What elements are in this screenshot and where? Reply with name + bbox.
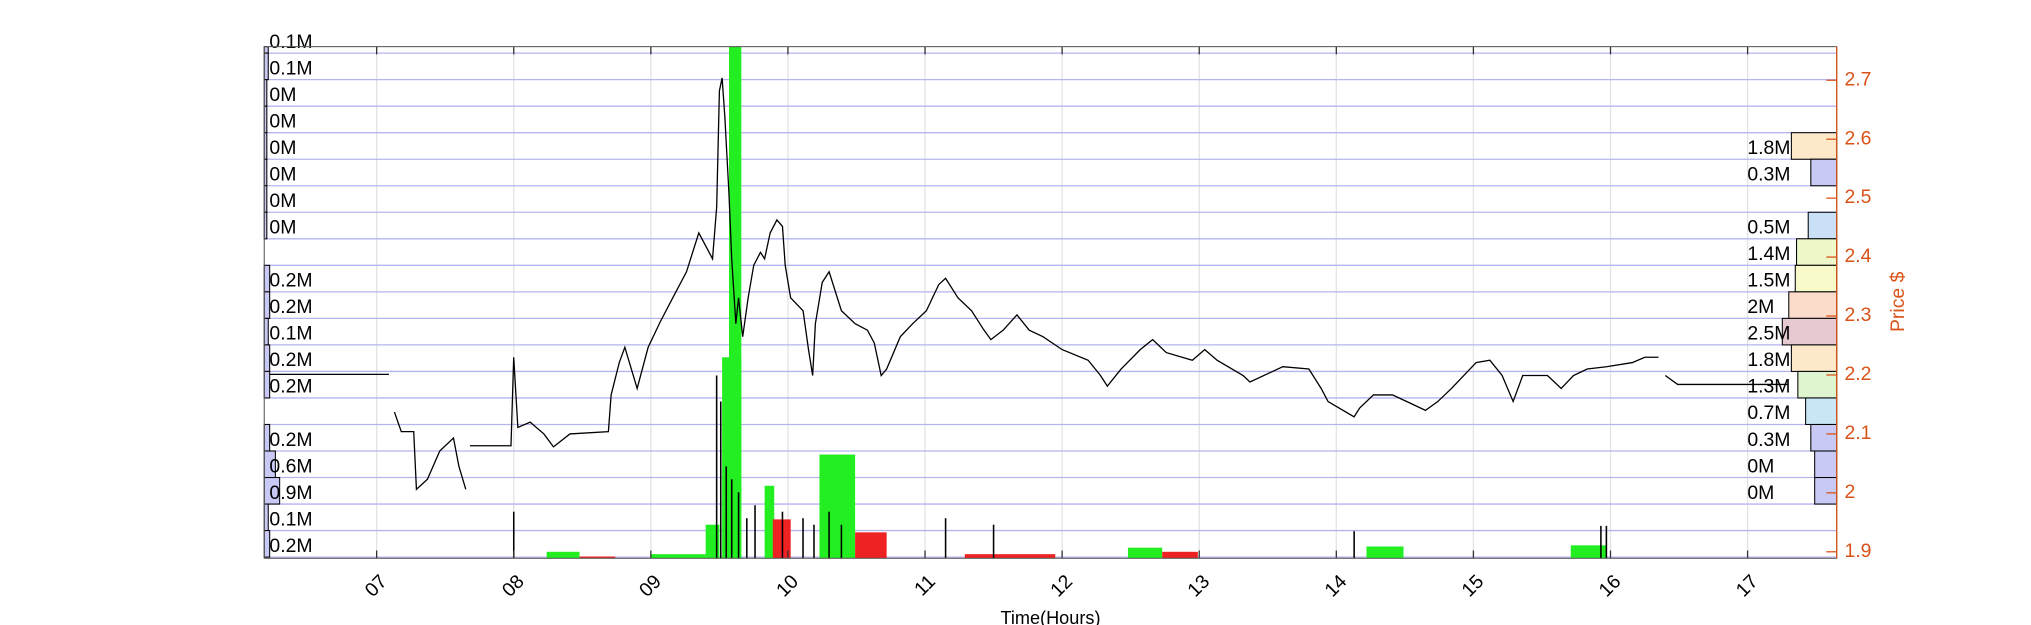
right-profile-bar — [1810, 158, 1838, 187]
y-tick-label: 2.5 — [1844, 186, 1871, 208]
right-profile-label: 0.7M — [1747, 402, 1790, 424]
right-profile-label: 1.4M — [1747, 243, 1790, 265]
left-profile-label: 0.2M — [269, 429, 312, 451]
volume-bar — [1162, 551, 1198, 559]
volume-bar — [964, 554, 1056, 559]
volume-bar — [764, 485, 775, 559]
left-profile-label: 0.1M — [269, 57, 312, 79]
y-tick-label: 2.7 — [1844, 68, 1871, 90]
left-profile-label: 0.6M — [269, 455, 312, 477]
left-profile-label: 0.2M — [269, 535, 312, 557]
y-tick-label: 1.9 — [1844, 540, 1871, 562]
right-profile-bar — [1796, 238, 1838, 266]
right-profile-label: 0M — [1747, 455, 1774, 477]
right-profile-bar — [1810, 423, 1838, 452]
grid — [264, 46, 1837, 559]
left-profile-bar — [263, 317, 269, 346]
right-profile-label: 0M — [1747, 482, 1774, 504]
left-profile-label: 0M — [269, 164, 296, 186]
left-profile-label: 0M — [269, 84, 296, 106]
volume-bar — [579, 556, 616, 559]
right-profile-bar — [1807, 211, 1838, 240]
volume-bar — [1366, 546, 1404, 559]
left-profile-label: 0.1M — [269, 31, 312, 53]
volume-bar — [1127, 547, 1163, 559]
right-profile-label: 0.3M — [1747, 429, 1790, 451]
left-profile-bar — [263, 46, 269, 54]
y-tick-label: 2.1 — [1844, 422, 1871, 444]
right-profile-bar — [1814, 477, 1838, 505]
volume-bar — [855, 532, 887, 559]
volume-bar — [819, 454, 856, 559]
right-profile-label: 1.8M — [1747, 137, 1790, 159]
left-profile-label: 0.9M — [269, 482, 312, 504]
volume-bar — [546, 551, 580, 559]
y-tick-label: 2.2 — [1844, 363, 1871, 385]
volume-bar — [728, 46, 742, 559]
left-profile-label: 0.1M — [269, 323, 312, 345]
right-profile-bar — [1781, 317, 1838, 346]
left-profile-label: 0.2M — [269, 349, 312, 371]
x-axis-label: Time(Hours) — [1000, 608, 1100, 625]
volume-bar — [650, 554, 706, 559]
y-tick-label: 2.6 — [1844, 127, 1871, 149]
left-profile-label: 0M — [269, 137, 296, 159]
left-profile-label: 0.1M — [269, 508, 312, 530]
right-profile-bar — [1814, 450, 1838, 479]
left-profile-label: 0M — [269, 110, 296, 132]
right-profile-bar — [1790, 132, 1838, 160]
volume-bar — [1570, 545, 1607, 559]
right-profile-bar — [1794, 264, 1838, 293]
y-axis-label: Price $ — [1887, 271, 1909, 332]
right-profile-bar — [1790, 344, 1838, 372]
volume — [512, 46, 1608, 559]
right-profile-bar — [1805, 397, 1838, 425]
right-profile-label: 0.3M — [1747, 164, 1790, 186]
right-profile-label: 2M — [1747, 296, 1774, 318]
y-tick-label: 2.4 — [1844, 245, 1871, 267]
right-profile-label: 2.5M — [1747, 323, 1790, 345]
right-profile-label: 1.5M — [1747, 270, 1790, 292]
price-line — [266, 77, 1788, 491]
left-profile-label: 0M — [269, 190, 296, 212]
profiles: 0.1M 0.1M 0M 0M 0M 0M 0M 0M 0.2M 0.2M 0.1M 0.2M 0.2M… — [263, 31, 1838, 558]
left-profile-label: 0.2M — [269, 376, 312, 398]
left-profile-label: 0.2M — [269, 296, 312, 318]
right-profile-label: 1.8M — [1747, 349, 1790, 371]
y-tick-label: 2.3 — [1844, 304, 1871, 326]
left-profile-bar — [263, 52, 269, 81]
left-profile-label: 0M — [269, 217, 296, 239]
left-profile-label: 0.2M — [269, 270, 312, 292]
right-profile-bar — [1788, 291, 1838, 319]
left-profile-bar — [263, 503, 269, 532]
right-profile-label: 1.3M — [1747, 376, 1790, 398]
right-profile-label: 0.5M — [1747, 217, 1790, 239]
y-tick-label: 2 — [1844, 481, 1855, 503]
price-line — [266, 77, 1788, 491]
